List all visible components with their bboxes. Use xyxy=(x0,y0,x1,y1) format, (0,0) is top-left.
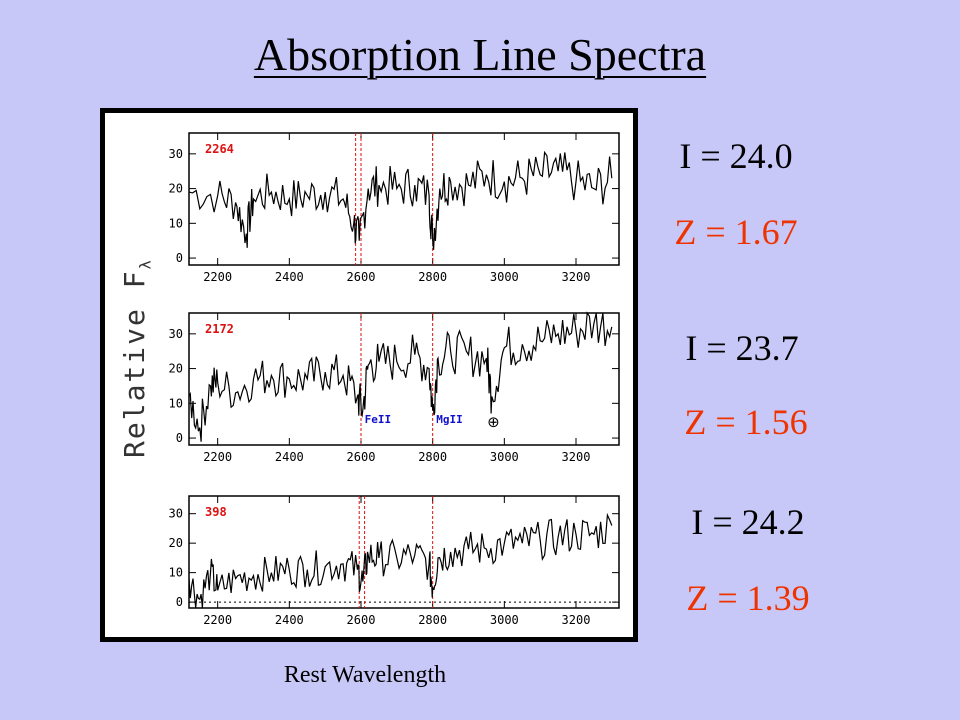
x-tick-label: 2400 xyxy=(275,450,304,464)
x-tick-label: 2200 xyxy=(203,613,232,627)
y-tick-label: 0 xyxy=(176,595,183,609)
x-tick-label: 3200 xyxy=(562,613,591,627)
y-tick-label: 10 xyxy=(169,566,183,580)
x-tick-label: 3000 xyxy=(490,270,519,284)
spectrum-line xyxy=(188,150,613,250)
y-tick-label: 30 xyxy=(169,327,183,341)
y-tick-label: 30 xyxy=(169,147,183,161)
x-tick-label: 2600 xyxy=(347,450,376,464)
redshift-label-1: Z = 1.67 xyxy=(674,212,798,252)
x-tick-label: 2800 xyxy=(418,450,447,464)
x-tick-label: 2600 xyxy=(347,270,376,284)
panel-id-label: 2264 xyxy=(205,142,234,156)
panel-frame xyxy=(188,495,620,609)
x-axis-label: Rest Wavelength xyxy=(283,662,447,688)
magnitude-label-3: I = 24.2 xyxy=(691,502,805,542)
slide-title: Absorption Line Spectra xyxy=(253,29,707,80)
y-tick-label: 20 xyxy=(169,536,183,550)
magnitude-label-2: I = 23.7 xyxy=(685,328,799,368)
x-tick-label: 3200 xyxy=(562,270,591,284)
panel-frame xyxy=(188,132,620,266)
x-tick-label: 2200 xyxy=(203,450,232,464)
earth-symbol: ⊕ xyxy=(487,413,500,431)
figure-panel: 2200 2400 2600 2800 3000 3200 0 10 20 30 2264 2200 2… xyxy=(105,113,633,637)
redshift-label-3: Z = 1.39 xyxy=(686,578,810,618)
y-tick-label: 0 xyxy=(176,431,183,445)
figure-frame: 2200 2400 2600 2800 3000 3200 0 10 20 30 2264 2200 2… xyxy=(100,108,638,642)
x-tick-label: 3200 xyxy=(562,450,591,464)
x-tick-label: 2400 xyxy=(275,270,304,284)
magnitude-label-1: I = 24.0 xyxy=(679,136,793,176)
redshift-label-2: Z = 1.56 xyxy=(684,402,808,442)
panel-id-label: 398 xyxy=(205,505,227,519)
x-tick-label: 2800 xyxy=(418,270,447,284)
panel-id-label: 2172 xyxy=(205,322,234,336)
y-tick-label: 20 xyxy=(169,182,183,196)
spectrum-line xyxy=(188,311,613,442)
mgii-label: MgII xyxy=(436,413,463,426)
y-tick-label: 20 xyxy=(169,362,183,376)
x-tick-label: 2800 xyxy=(418,613,447,627)
x-tick-label: 3000 xyxy=(490,613,519,627)
x-tick-label: 3000 xyxy=(490,450,519,464)
panel-frame xyxy=(188,312,620,446)
x-tick-label: 2400 xyxy=(275,613,304,627)
y-axis-label: Relative Fλ xyxy=(118,258,155,458)
y-tick-label: 10 xyxy=(169,216,183,230)
y-tick-label: 0 xyxy=(176,251,183,265)
spectrum-line xyxy=(188,512,613,609)
y-tick-label: 10 xyxy=(169,396,183,410)
x-tick-label: 2600 xyxy=(347,613,376,627)
y-tick-label: 30 xyxy=(169,507,183,521)
x-tick-label: 2200 xyxy=(203,270,232,284)
feii-label: FeII xyxy=(365,413,392,426)
